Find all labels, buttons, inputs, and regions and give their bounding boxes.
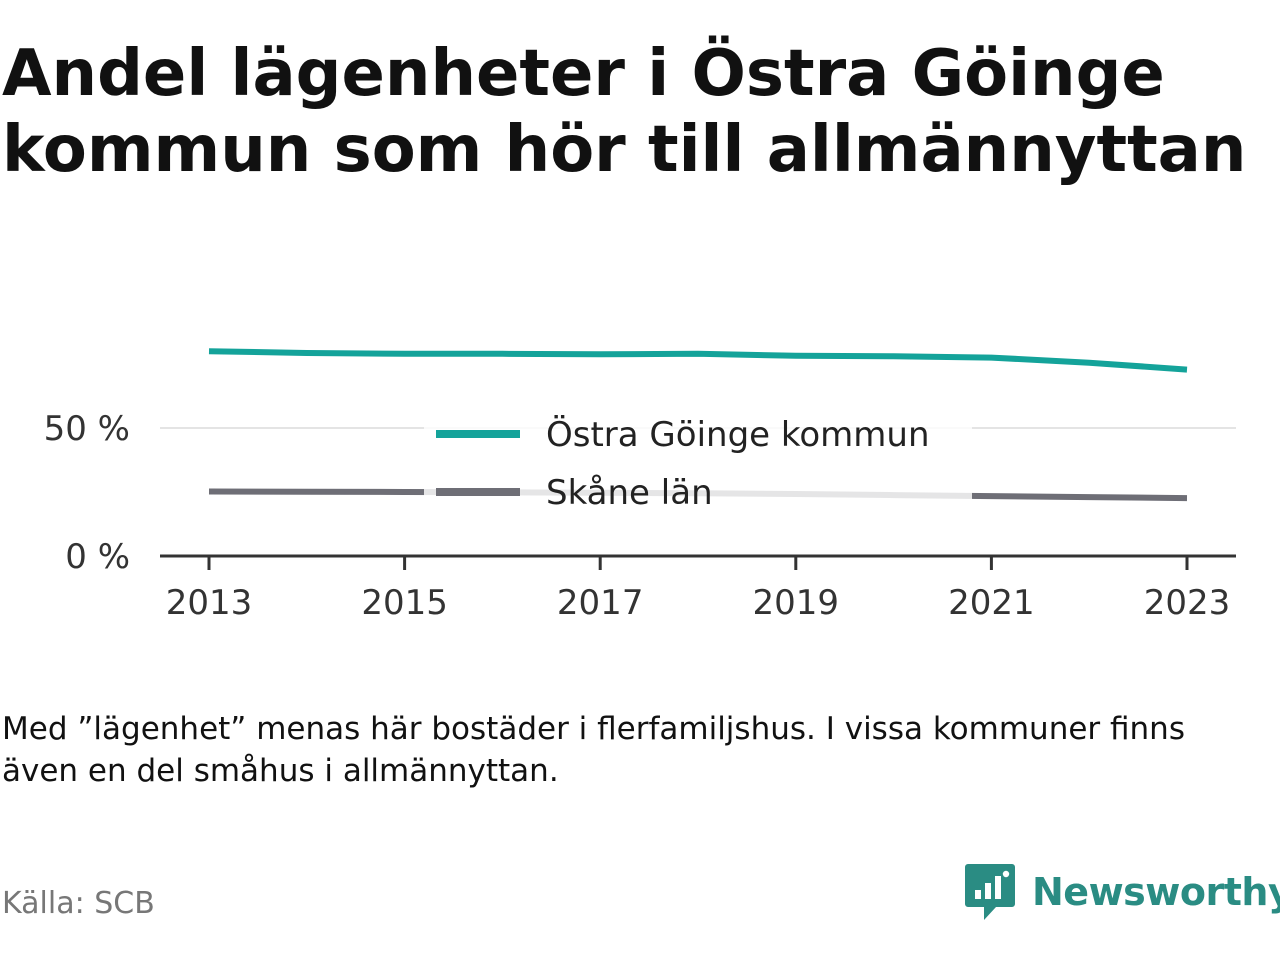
newsworthy-logo-icon	[965, 864, 1015, 920]
legend-background	[424, 406, 972, 518]
series-line-1	[208, 348, 1188, 373]
x-tick-label: 2019	[753, 583, 840, 623]
legend-label-1: Östra Göinge kommun	[546, 414, 930, 455]
footnote: Med ”lägenhet” menas här bostäder i fler…	[2, 711, 1185, 789]
x-tick-label: 2021	[948, 583, 1035, 623]
source-label: Källa: SCB	[2, 886, 155, 921]
brand-name: Newsworthy	[1032, 870, 1280, 914]
y-tick-label: 50 %	[44, 409, 130, 449]
line-chart: 2013 2015 2017 2019 2021 2023 0 % 50 % Östra G…	[44, 348, 1236, 623]
brand-logo: Newsworthy	[964, 862, 1280, 922]
legend-label-2: Skåne län	[546, 473, 713, 513]
x-axis: 2013 2015 2017 2019 2021 2023	[160, 554, 1236, 623]
legend: Östra Göinge kommun Skåne län	[424, 406, 972, 518]
chart-title: Andel lägenheter i Östra Göinge kommun s…	[2, 37, 1247, 187]
x-tick-label: 2023	[1144, 583, 1231, 623]
y-axis-labels: 0 % 50 %	[44, 409, 130, 577]
y-tick-label: 0 %	[65, 537, 130, 577]
x-tick-label: 2017	[557, 583, 644, 623]
x-tick-label: 2013	[166, 583, 253, 623]
x-tick-label: 2015	[361, 583, 448, 623]
